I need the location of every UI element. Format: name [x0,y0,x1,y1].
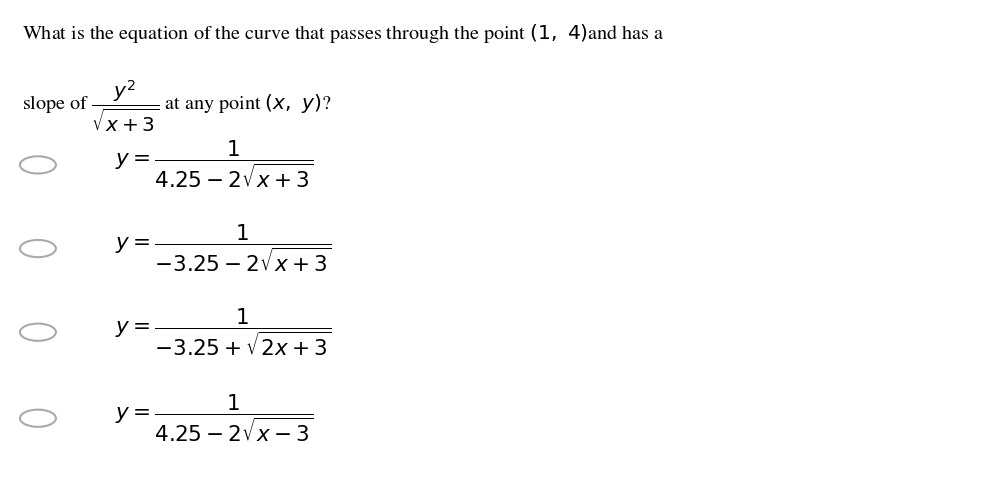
Text: $y = \dfrac{1}{4.25-2\sqrt{x-3}}$: $y = \dfrac{1}{4.25-2\sqrt{x-3}}$ [115,393,313,444]
Text: $y = \dfrac{1}{-3.25+\sqrt{2x+3}}$: $y = \dfrac{1}{-3.25+\sqrt{2x+3}}$ [115,307,331,358]
Text: $y = \dfrac{1}{4.25-2\sqrt{x+3}}$: $y = \dfrac{1}{4.25-2\sqrt{x+3}}$ [115,140,313,190]
Text: $y = \dfrac{1}{-3.25-2\sqrt{x+3}}$: $y = \dfrac{1}{-3.25-2\sqrt{x+3}}$ [115,223,331,274]
Text: slope of $\dfrac{y^2}{\sqrt{x+3}}$ at any point $(x,\ y)$?: slope of $\dfrac{y^2}{\sqrt{x+3}}$ at an… [22,79,331,134]
Text: What is the equation of the curve that passes through the point $(1,\ 4)$and has: What is the equation of the curve that p… [22,22,665,44]
